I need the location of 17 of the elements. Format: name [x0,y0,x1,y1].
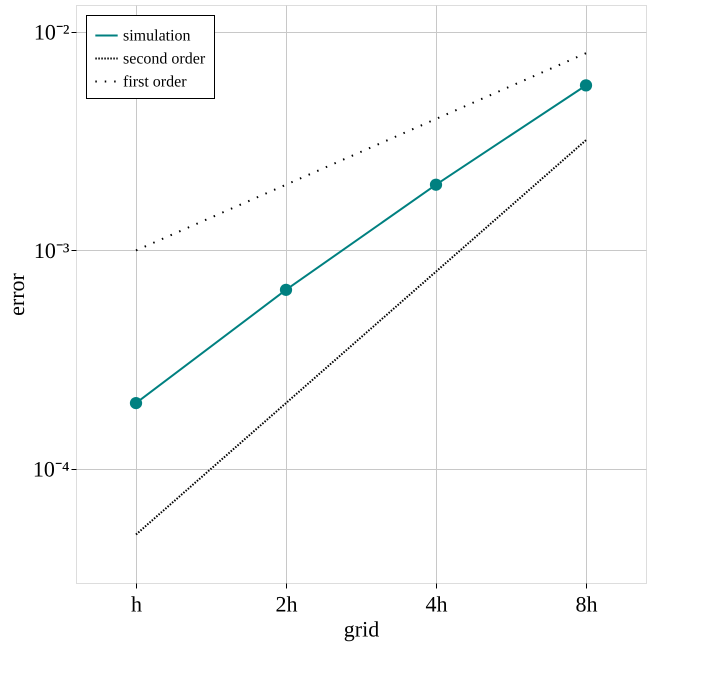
point [430,178,442,191]
legend-label: simulation [123,28,191,44]
y-tick-label: 10⁻² [34,20,70,45]
line-series [135,139,587,536]
x-tick-label: 4h [426,592,448,616]
y-tick-label: 10⁻⁴ [32,456,70,482]
x-tick-label: h [131,592,142,616]
x-tick-label: 8h [576,592,598,616]
legend-label: second order [123,50,206,68]
x-tick-label: 2h [276,592,298,616]
point [280,284,292,296]
x-axis-title: grid [344,616,380,642]
y-axis-title: error [4,272,29,316]
point [580,79,592,92]
legend-label: first order [123,74,188,90]
point [130,396,142,410]
y-tick-label: 10⁻³ [34,238,70,263]
